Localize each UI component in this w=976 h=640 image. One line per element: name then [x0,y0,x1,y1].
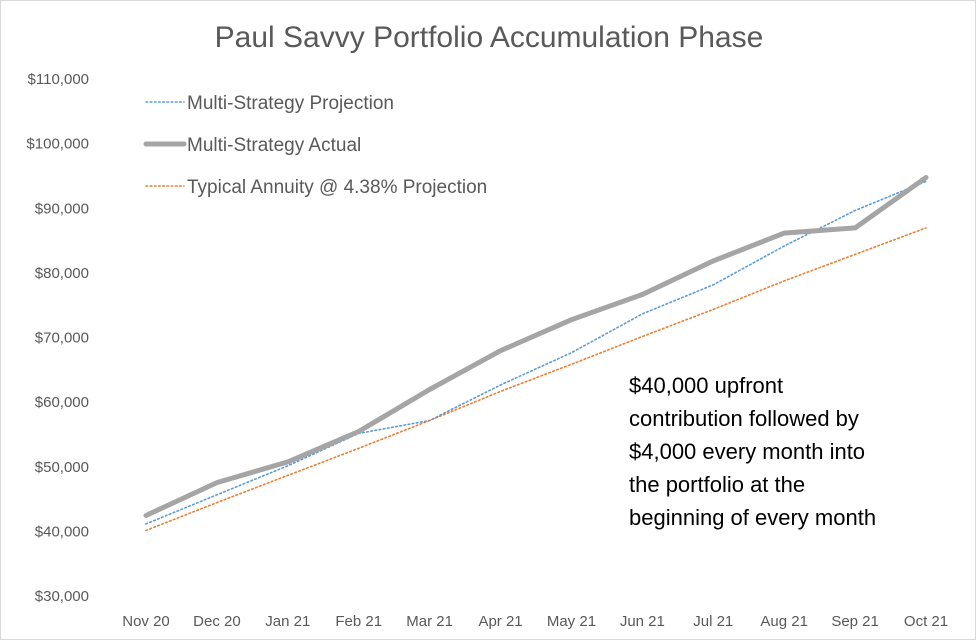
y-tick-label: $90,000 [35,200,89,217]
x-tick-label: Aug 21 [760,613,808,630]
y-tick-label: $100,000 [26,136,89,153]
series-line-typical-annuity-4-38-projection [145,227,927,532]
legend: Multi-Strategy Projection Multi-Strategy… [143,93,487,198]
x-tick-label: Jun 21 [620,613,665,630]
chart-title: Paul Savvy Portfolio Accumulation Phase [215,21,764,54]
annotation-line-2: contribution followed by [629,406,859,431]
legend-label-actual: Multi-Strategy Actual [187,135,361,156]
x-tick-label: May 21 [547,613,596,630]
y-tick-label: $50,000 [35,459,89,476]
annotation-line-5: beginning of every month [629,505,876,530]
series-line-multi-strategy-actual [143,175,929,518]
y-tick-label: $80,000 [35,265,89,282]
legend-item-projection: Multi-Strategy Projection [145,93,394,114]
annotation-line-4: the portfolio at the [629,472,805,497]
y-axis: $30,000 $40,000 $50,000 $60,000 $70,000 $80,0… [26,71,89,605]
annotation-line-1: $40,000 upfront [629,373,783,398]
x-tick-label: Sep 21 [831,613,879,630]
x-tick-label: Oct 21 [904,613,948,630]
x-tick-label: Jan 21 [265,613,310,630]
y-tick-label: $70,000 [35,330,89,347]
y-tick-label: $60,000 [35,394,89,411]
plot-lines [143,175,929,532]
x-tick-label: Dec 20 [193,613,241,630]
x-tick-label: Jul 21 [693,613,733,630]
x-tick-label: Apr 21 [478,613,522,630]
legend-item-annuity: Typical Annuity @ 4.38% Projection [145,177,487,198]
x-tick-label: Feb 21 [335,613,382,630]
x-tick-label: Nov 20 [122,613,170,630]
y-tick-label: $30,000 [35,588,89,605]
x-tick-label: Mar 21 [406,613,453,630]
y-tick-label: $110,000 [28,71,89,88]
x-axis: Nov 20 Dec 20 Jan 21 Feb 21 Mar 21 Apr 21 May … [122,613,948,630]
annotation-text: $40,000 upfront contribution followed by… [629,373,876,530]
series-line-multi-strategy-projection [145,180,927,525]
legend-label-annuity: Typical Annuity @ 4.38% Projection [187,177,487,198]
legend-item-actual: Multi-Strategy Actual [143,135,361,156]
y-tick-label: $40,000 [35,523,89,540]
legend-label-projection: Multi-Strategy Projection [187,93,394,114]
annotation-line-3: $4,000 every month into [629,439,865,464]
